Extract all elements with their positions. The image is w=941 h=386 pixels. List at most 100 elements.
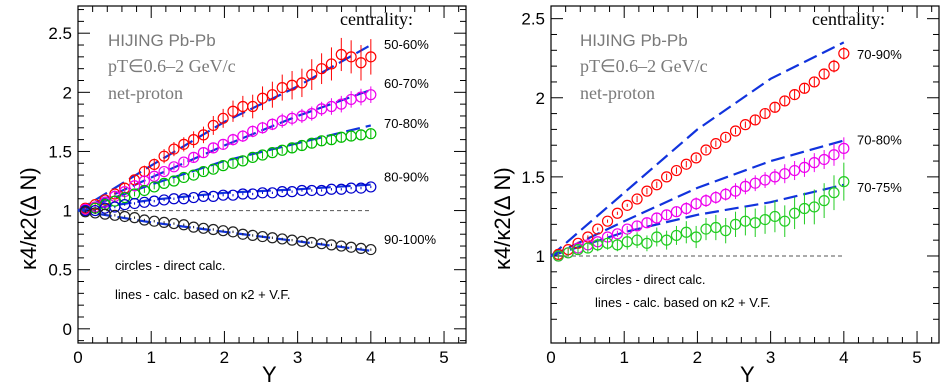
y-tick-label: 2 (63, 83, 72, 102)
data-point (651, 179, 663, 191)
data-point (611, 207, 623, 219)
y-tick-label: 2.5 (521, 10, 545, 29)
data-point (641, 217, 653, 229)
data-point (296, 77, 308, 89)
data-point (266, 89, 278, 101)
data-point (710, 221, 722, 234)
data-point (168, 175, 180, 187)
x-tick-label: 4 (839, 348, 848, 367)
data-point (188, 151, 200, 163)
y-tick-label: 0 (63, 320, 72, 339)
x-tick-label: 2 (693, 348, 702, 367)
data-point (729, 218, 742, 230)
data-point (148, 158, 160, 171)
data-point (749, 114, 761, 126)
calc-line-80-90% (77, 183, 371, 212)
data-point (720, 188, 732, 200)
particle-label: net-proton (108, 83, 183, 103)
axis-layer: 0 1 2 3 4 5 1 1.5 2 2.5 (521, 6, 939, 367)
y-tick-label: 1.5 (521, 168, 545, 187)
data-point (828, 60, 840, 72)
data-point (690, 152, 702, 164)
centrality-header: centrality: (812, 9, 885, 29)
series-label: 50-60% (384, 37, 429, 52)
data-point (197, 147, 210, 159)
data-point (128, 180, 141, 192)
data-point (661, 234, 673, 246)
data-point (710, 138, 722, 150)
data-point (158, 165, 170, 178)
data-point (828, 149, 840, 161)
data-point (207, 163, 219, 175)
x-tick-label: 2 (220, 348, 229, 367)
data-point (365, 51, 377, 63)
x-tick-label: 0 (546, 348, 555, 367)
data-point (729, 185, 742, 197)
data-point (562, 247, 574, 259)
legend-circles: circles - direct calc. (115, 258, 226, 273)
data-point (227, 134, 239, 146)
data-point (808, 157, 820, 169)
x-tick-label: 5 (912, 348, 921, 367)
data-point (749, 177, 761, 189)
left-panel: 0 1 2 3 4 5 0 0.5 1 1.5 2 2.5 50-60% 60-70% 70-80% 80-… (16, 5, 467, 386)
model-label: HIJING Pb-Pb (108, 31, 216, 50)
data-point (759, 107, 771, 120)
data-point (217, 112, 229, 124)
data-point (365, 89, 377, 101)
data-point (256, 122, 269, 134)
data-point (148, 170, 160, 182)
data-point (641, 185, 653, 197)
data-point (789, 207, 801, 219)
data-point (168, 161, 180, 173)
data-point (552, 250, 564, 262)
data-point (759, 213, 771, 226)
data-point (838, 142, 850, 154)
data-point (798, 82, 811, 94)
data-point (779, 95, 791, 107)
calc-line-70-90% (550, 41, 845, 257)
series-labels-layer: 50-60% 60-70% 70-80% 80-90% 90-100% (384, 37, 436, 247)
data-point (247, 100, 259, 113)
legend-lines: lines - calc. based on κ2 + V.F. (595, 295, 770, 310)
centrality-header: centrality: (340, 9, 413, 29)
series-label: 90-100% (384, 232, 436, 247)
data-point (592, 223, 604, 235)
data-point (237, 155, 249, 167)
y-tick-label: 2.5 (48, 24, 72, 43)
right-panel: 0 1 2 3 4 5 1 1.5 2 2.5 70-90% 70-80% 70-75% HIJING… (490, 5, 940, 386)
data-point (808, 76, 820, 88)
data-point (769, 210, 781, 223)
data-point (365, 243, 377, 256)
data-point (306, 68, 318, 81)
data-point (808, 201, 820, 213)
data-point (739, 180, 751, 192)
data-point (631, 193, 643, 205)
data-point (266, 118, 278, 130)
data-point (178, 138, 190, 150)
plot-frame (77, 5, 467, 344)
data-point (237, 130, 249, 142)
data-point (138, 184, 150, 197)
pt-range-label: pT∈0.6–2 GeV/c (580, 56, 708, 76)
data-point (759, 174, 771, 186)
data-point (828, 187, 840, 199)
x-tick-label: 0 (73, 348, 82, 367)
y-tick-label: 0.5 (48, 261, 72, 280)
data-point (227, 105, 239, 117)
data-point (345, 51, 357, 63)
data-point (207, 119, 219, 132)
y-axis-title: κ4/κ2(Δ N) (490, 167, 515, 270)
data-point (631, 220, 643, 232)
data-point (769, 171, 781, 183)
y-tick-label: 1.5 (48, 142, 72, 161)
y-tick-label: 1 (63, 202, 72, 221)
data-point (355, 57, 367, 69)
data-point (710, 191, 722, 204)
data-point (838, 47, 850, 60)
data-point (670, 206, 683, 218)
series-label: 60-70% (384, 76, 429, 91)
data-point (365, 181, 377, 193)
data-point (789, 164, 801, 177)
data-point (720, 131, 732, 143)
